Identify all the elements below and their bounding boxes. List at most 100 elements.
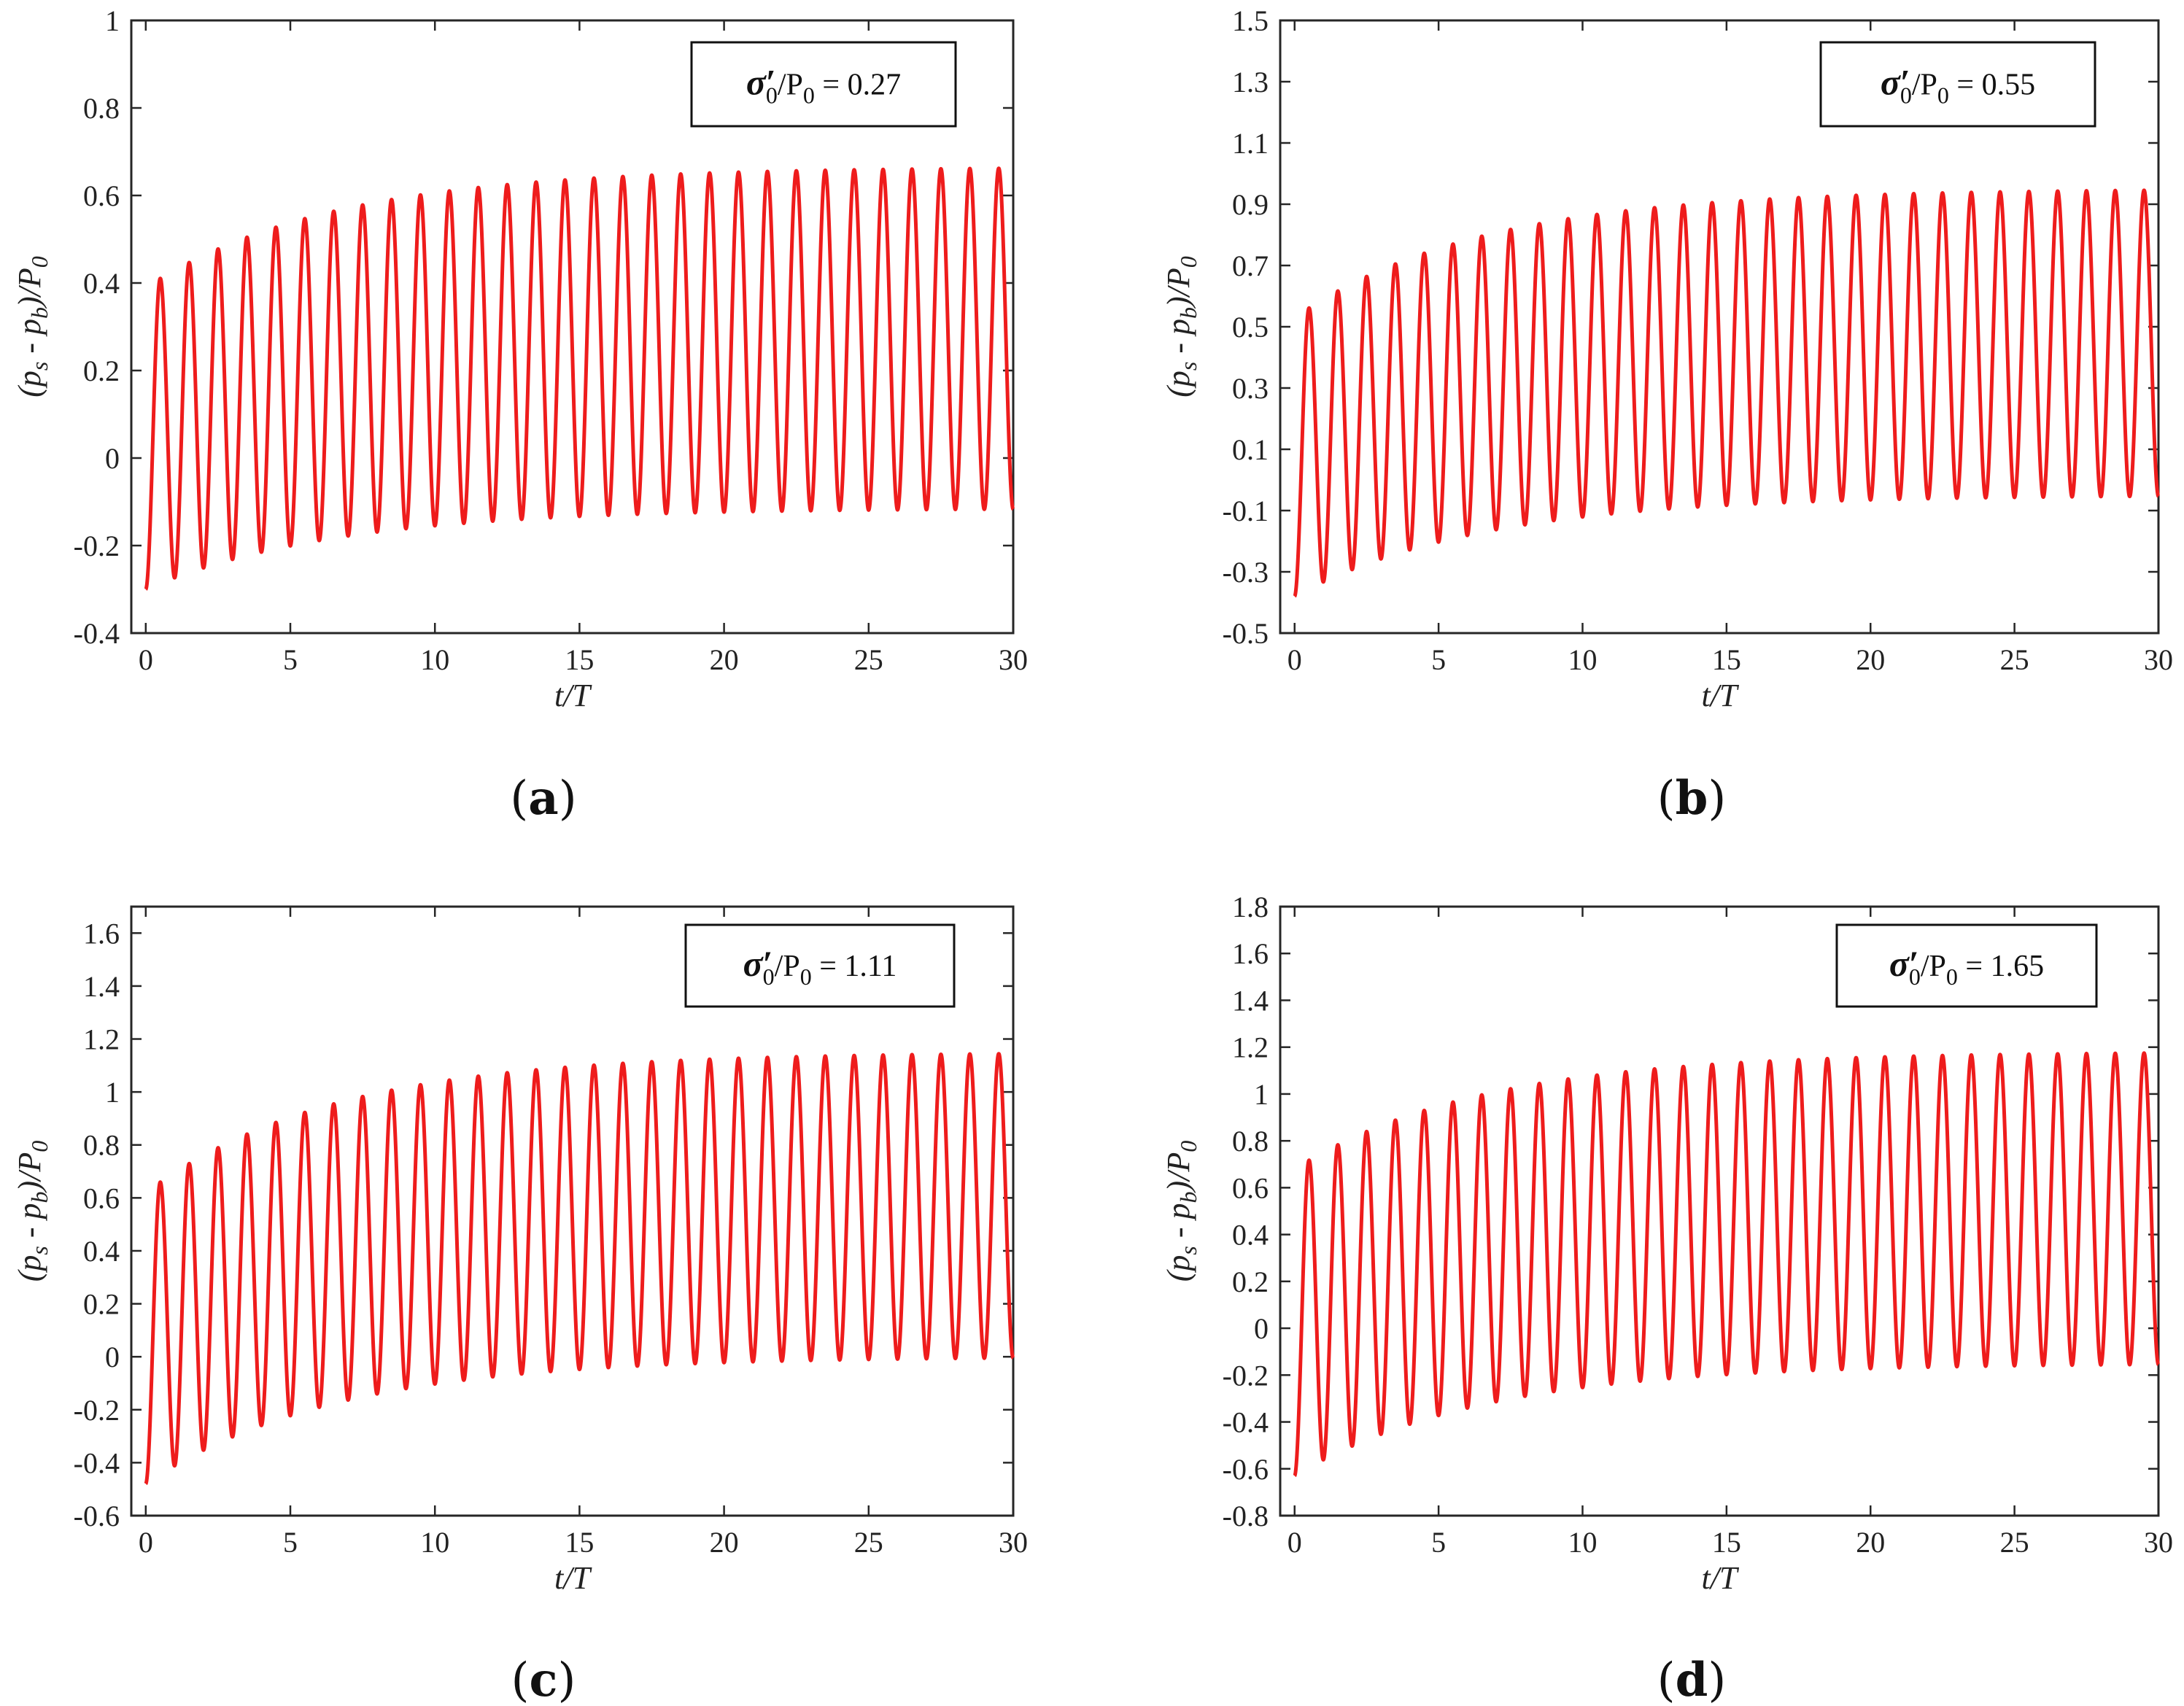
legend-value: = 1.65: [1958, 950, 2044, 983]
x-tick-label: 5: [283, 1526, 298, 1559]
legend-ratio: /P: [1912, 69, 1937, 102]
x-tick-label: 5: [283, 643, 298, 676]
x-tick-label: 0: [1287, 643, 1302, 676]
y-tick-label: 0.6: [83, 179, 120, 212]
axes-box: [1279, 905, 2160, 1517]
y-tick-label: 0.4: [1232, 1219, 1269, 1252]
x-tick-label: 25: [854, 1526, 883, 1559]
legend-sigma: σ: [743, 943, 764, 984]
x-tick-label: 15: [565, 1526, 594, 1559]
y-tick-label: -0.2: [1223, 1359, 1269, 1392]
x-axis-title: t/T: [1702, 1560, 1740, 1596]
panel-label: (d): [1657, 1653, 1727, 1706]
legend-value: = 0.55: [1949, 69, 2035, 102]
y-tick-label: 0.8: [83, 92, 120, 125]
legend-box: [684, 923, 956, 1008]
y-tick-label: 0.5: [1232, 311, 1269, 344]
y-tick-label: 0.2: [83, 1288, 120, 1321]
legend-ratio: /P: [778, 69, 803, 102]
chart-panel-c: -0.6 -0.4 -0.2 0 0.2 0.4 0.6 0.8 1 1.2 1.4 1.6 0 5 10 1…: [12, 905, 1028, 1706]
y-tick-label: 0.6: [1232, 1171, 1269, 1204]
x-tick-label: 5: [1431, 643, 1446, 676]
y-tick-label: 0.6: [83, 1182, 120, 1214]
y-tick-label: 1.5: [1232, 4, 1269, 37]
y-tick-label: 1.4: [1232, 984, 1269, 1017]
chart-panel-d: -0.8 -0.6 -0.4 -0.2 0 0.2 0.4 0.6 0.8 1 1.2 1.4 1.6 1…: [1161, 891, 2173, 1706]
panel-label: (b): [1657, 771, 1727, 826]
y-tick-label: 1.2: [1232, 1031, 1269, 1064]
x-tick-label: 15: [1712, 643, 1741, 676]
x-tick-label: 10: [1568, 643, 1597, 676]
y-tick-label: -0.2: [74, 1394, 120, 1427]
data-series-line: [144, 1052, 1015, 1486]
legend-ratio: /P: [775, 950, 800, 983]
y-tick-label: -0.1: [1223, 495, 1269, 527]
x-tick-label: 30: [2144, 643, 2173, 676]
x-tick-label: 30: [999, 1526, 1028, 1559]
legend-box: [1819, 41, 2096, 128]
data-series-line: [144, 166, 1015, 592]
x-tick-label: 30: [999, 643, 1028, 676]
y-tick-label: 0.9: [1232, 188, 1269, 221]
y-tick-label: 1.8: [1232, 891, 1269, 923]
x-tick-label: 10: [1568, 1526, 1597, 1559]
legend-label: σ′0/P0 = 1.11: [743, 943, 897, 990]
axes-box: [130, 19, 1015, 635]
y-axis-title: (ps - pb)/P0: [1161, 256, 1201, 398]
y-tick-label: 0.4: [83, 267, 120, 300]
legend-value: = 1.11: [812, 950, 897, 983]
axes-box: [130, 905, 1015, 1517]
y-tick-label: 1: [105, 1076, 120, 1109]
y-tick-label: 0.7: [1232, 249, 1269, 282]
y-tick-label: 0.4: [83, 1235, 120, 1268]
y-tick-label: 1.3: [1232, 66, 1269, 98]
y-tick-label: -0.4: [1223, 1406, 1269, 1439]
legend-label: σ′0/P0 = 0.55: [1881, 62, 2035, 109]
y-axis-title: (ps - pb)/P0: [12, 1141, 53, 1282]
data-series-line: [1293, 1051, 2161, 1478]
legend-sigma: σ: [1881, 62, 1902, 103]
x-axis-title: t/T: [554, 1560, 592, 1596]
legend-label: σ′0/P0 = 1.65: [1889, 943, 2044, 990]
y-tick-label: 1.4: [83, 970, 120, 1003]
x-tick-label: 25: [2000, 1526, 2029, 1559]
y-tick-label: 0: [105, 442, 120, 475]
x-tick-label: 20: [710, 643, 739, 676]
legend-sigma: σ: [746, 62, 767, 103]
x-tick-label: 25: [854, 643, 883, 676]
x-tick-label: 15: [1712, 1526, 1741, 1559]
y-tick-label: 0.8: [83, 1129, 120, 1162]
y-tick-label: -0.6: [1223, 1453, 1269, 1486]
y-tick-label: -0.6: [74, 1500, 120, 1532]
data-series-line: [1293, 188, 2161, 598]
y-tick-label: 0: [1254, 1312, 1269, 1345]
chart-panel-a: -0.4-0.200.20.40.60.810 5 10 15 20 25 30t/T(ps…: [12, 4, 1028, 826]
chart-panel-b: -0.5 -0.3 -0.1 0.1 0.3 0.5 0.7 0.9 1.1 1.3 1.5 0 5 10…: [1161, 4, 2173, 826]
x-tick-label: 20: [710, 1526, 739, 1559]
x-tick-label: 20: [1856, 1526, 1885, 1559]
x-tick-label: 0: [139, 643, 153, 676]
legend-sigma: σ: [1889, 943, 1910, 984]
y-tick-label: 1: [1254, 1078, 1269, 1111]
legend-value: = 0.27: [815, 69, 901, 102]
x-tick-label: 25: [2000, 643, 2029, 676]
x-tick-label: 0: [139, 1526, 153, 1559]
x-axis-title: t/T: [554, 678, 592, 713]
y-tick-label: 1.1: [1232, 127, 1269, 160]
y-tick-label: -0.2: [74, 530, 120, 562]
y-tick-label: 0: [105, 1341, 120, 1373]
y-tick-label: -0.4: [74, 617, 120, 650]
y-tick-label: -0.5: [1223, 617, 1269, 650]
panel-label: (c): [511, 1653, 576, 1706]
legend-ratio: /P: [1921, 950, 1946, 983]
x-tick-label: 10: [420, 1526, 449, 1559]
x-tick-label: 10: [420, 643, 449, 676]
y-tick-label: 0.2: [83, 354, 120, 387]
y-axis-title: (ps - pb)/P0: [12, 256, 53, 398]
y-tick-label: -0.4: [74, 1446, 120, 1479]
y-tick-label: 0.3: [1232, 372, 1269, 405]
x-tick-label: 0: [1287, 1526, 1302, 1559]
y-tick-label: 1.6: [83, 917, 120, 950]
x-tick-label: 15: [565, 643, 594, 676]
